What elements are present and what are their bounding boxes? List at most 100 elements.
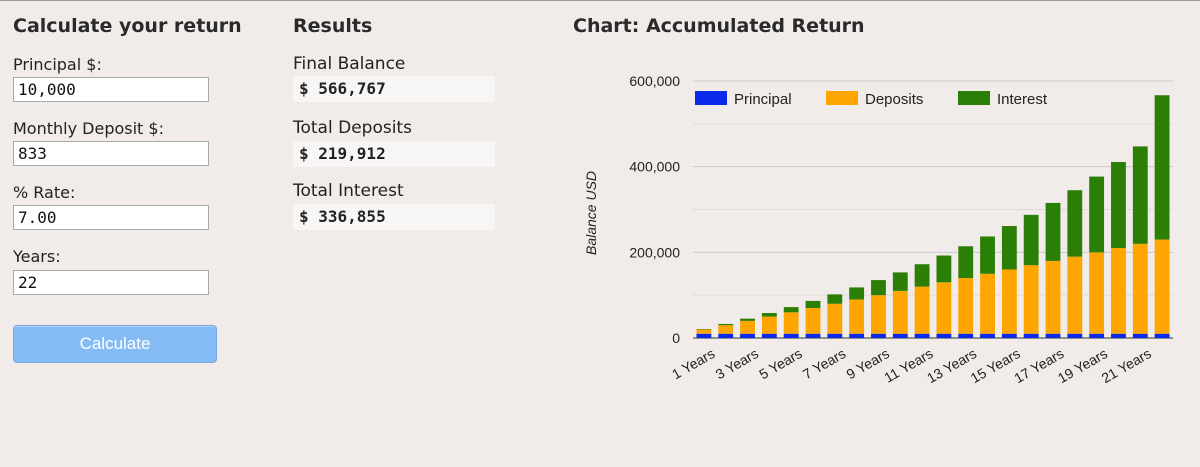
years-input[interactable] xyxy=(13,270,209,295)
bar-deposits-1 xyxy=(696,329,712,334)
calculate-button[interactable]: Calculate xyxy=(13,325,217,363)
legend-swatch-principal xyxy=(695,91,727,105)
years-label: Years: xyxy=(13,247,61,266)
x-tick-label: 5 Years xyxy=(756,345,804,382)
bar-interest-20 xyxy=(1111,161,1126,249)
chart-gridlines xyxy=(693,80,1173,339)
bar-interest-21 xyxy=(1132,146,1148,244)
total-deposits-label: Total Deposits xyxy=(293,118,412,138)
bar-deposits-12 xyxy=(936,282,952,334)
bar-deposits-16 xyxy=(1023,265,1039,334)
x-tick-label: 1 Years xyxy=(669,345,717,382)
chart-title: Chart: Accumulated Return xyxy=(573,15,865,37)
x-tick-label: 15 Years xyxy=(968,345,1023,386)
legend-label-deposits: Deposits xyxy=(865,91,923,108)
bar-deposits-2 xyxy=(718,325,734,334)
results-title: Results xyxy=(293,15,373,37)
bar-principal-14 xyxy=(980,333,995,338)
bar-deposits-4 xyxy=(761,316,777,334)
chart-y-axis: 0 200,000 400,000 600,000 xyxy=(629,73,680,346)
bar-interest-2 xyxy=(718,323,734,326)
rate-label: % Rate: xyxy=(13,183,76,202)
bar-principal-9 xyxy=(871,333,886,338)
chart-bars xyxy=(696,95,1170,338)
x-tick-label: 7 Years xyxy=(800,345,848,382)
bar-deposits-6 xyxy=(805,308,821,334)
bar-principal-3 xyxy=(740,333,755,338)
bar-interest-14 xyxy=(980,236,995,274)
bar-interest-12 xyxy=(936,255,952,283)
bar-interest-19 xyxy=(1089,176,1105,253)
bar-deposits-8 xyxy=(849,299,865,334)
bar-principal-1 xyxy=(696,333,712,338)
bar-deposits-11 xyxy=(914,286,930,334)
final-balance-value: $ 566,767 xyxy=(293,76,495,102)
bar-interest-18 xyxy=(1067,190,1083,257)
bar-interest-3 xyxy=(740,318,755,321)
bar-principal-17 xyxy=(1045,333,1061,338)
bar-interest-16 xyxy=(1023,214,1039,266)
bar-deposits-20 xyxy=(1111,248,1126,334)
bar-deposits-19 xyxy=(1089,252,1105,334)
bar-principal-6 xyxy=(805,333,821,338)
bar-principal-7 xyxy=(827,333,843,338)
bar-deposits-21 xyxy=(1132,243,1148,334)
y-tick-label: 0 xyxy=(672,330,680,346)
bar-deposits-5 xyxy=(783,312,799,334)
bar-deposits-18 xyxy=(1067,256,1083,334)
x-tick-label: 3 Years xyxy=(713,345,761,382)
bar-principal-10 xyxy=(892,333,908,338)
bar-principal-21 xyxy=(1132,333,1148,338)
y-tick-label: 400,000 xyxy=(629,159,680,175)
bar-principal-22 xyxy=(1154,333,1170,338)
legend-swatch-interest xyxy=(958,91,990,105)
bar-principal-20 xyxy=(1111,333,1126,338)
bar-interest-15 xyxy=(1001,226,1017,270)
bar-principal-4 xyxy=(761,333,777,338)
x-tick-label: 17 Years xyxy=(1011,345,1066,386)
bar-principal-2 xyxy=(718,333,734,338)
total-interest-value: $ 336,855 xyxy=(293,204,495,230)
legend-swatch-deposits xyxy=(826,91,858,105)
legend-label-principal: Principal xyxy=(734,91,792,108)
bar-principal-16 xyxy=(1023,333,1039,338)
top-border xyxy=(0,0,1200,1)
bar-deposits-22 xyxy=(1154,239,1170,334)
bar-deposits-3 xyxy=(740,320,755,334)
chart-legend: Principal Deposits Interest xyxy=(695,91,1048,108)
bar-interest-9 xyxy=(871,280,886,296)
monthly-deposit-label: Monthly Deposit $: xyxy=(13,119,164,138)
bar-deposits-15 xyxy=(1001,269,1017,334)
bar-deposits-17 xyxy=(1045,260,1061,334)
bar-deposits-14 xyxy=(980,273,995,334)
bar-interest-4 xyxy=(761,313,777,317)
x-tick-label: 13 Years xyxy=(924,345,979,386)
bar-deposits-10 xyxy=(892,290,908,334)
bar-deposits-13 xyxy=(958,278,974,334)
principal-label: Principal $: xyxy=(13,55,102,74)
bar-principal-8 xyxy=(849,333,865,338)
bar-interest-11 xyxy=(914,264,930,287)
legend-label-interest: Interest xyxy=(997,91,1048,108)
principal-input[interactable] xyxy=(13,77,209,102)
bar-principal-13 xyxy=(958,333,974,338)
bar-principal-11 xyxy=(914,333,930,338)
bar-interest-10 xyxy=(892,272,908,291)
bar-interest-17 xyxy=(1045,202,1061,261)
bar-interest-6 xyxy=(805,300,821,309)
monthly-deposit-input[interactable] xyxy=(13,141,209,166)
bar-interest-5 xyxy=(783,307,799,313)
bar-interest-13 xyxy=(958,246,974,279)
bar-principal-12 xyxy=(936,333,952,338)
y-tick-label: 600,000 xyxy=(629,73,680,89)
total-interest-label: Total Interest xyxy=(293,181,404,201)
x-tick-label: 19 Years xyxy=(1055,345,1110,386)
bar-deposits-7 xyxy=(827,303,843,334)
final-balance-label: Final Balance xyxy=(293,54,406,74)
bar-principal-19 xyxy=(1089,333,1105,338)
x-tick-label: 21 Years xyxy=(1099,345,1154,386)
rate-input[interactable] xyxy=(13,205,209,230)
total-deposits-value: $ 219,912 xyxy=(293,141,495,167)
